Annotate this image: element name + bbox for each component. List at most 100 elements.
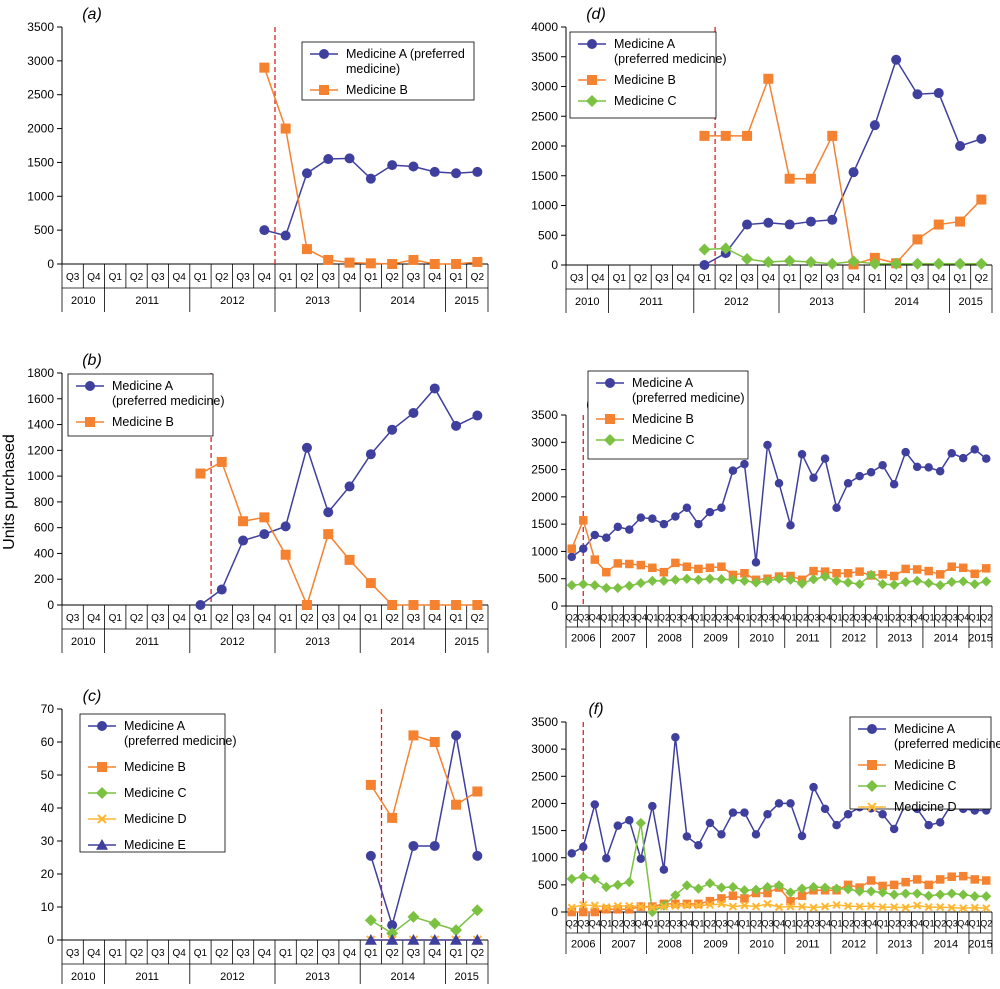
data-point xyxy=(805,216,816,227)
x-tick-label: Q1 xyxy=(279,613,293,624)
y-tick-label: 1600 xyxy=(27,392,54,406)
y-tick-label: 400 xyxy=(34,546,54,560)
y-tick-label: 2500 xyxy=(531,109,558,123)
data-point xyxy=(959,904,968,913)
x-tick-label: Q3 xyxy=(322,613,336,624)
legend-entry: (preferred medicine) xyxy=(632,391,745,405)
y-tick-label: 500 xyxy=(538,878,558,892)
x-tick-label: Q4 xyxy=(957,613,969,623)
x-tick-label: Q1 xyxy=(109,613,123,624)
data-point xyxy=(387,920,398,931)
data-point xyxy=(889,824,899,834)
data-point xyxy=(472,786,483,797)
data-point xyxy=(472,166,483,177)
legend-swatch-marker xyxy=(604,434,616,446)
x-tick-label: Q3 xyxy=(946,613,958,623)
data-point xyxy=(451,259,462,269)
data-point xyxy=(364,914,377,927)
x-tick-label: Q1 xyxy=(969,613,981,623)
data-point xyxy=(578,579,589,590)
data-point xyxy=(742,130,753,141)
series-A xyxy=(567,732,991,874)
panel-label: (c) xyxy=(83,688,102,705)
data-point xyxy=(923,890,934,901)
year-label: 2007 xyxy=(611,939,635,951)
data-point xyxy=(195,468,206,479)
x-tick-label: Q4 xyxy=(681,613,693,623)
data-point xyxy=(323,529,334,540)
data-point xyxy=(970,445,979,454)
data-point xyxy=(958,453,968,463)
series-B xyxy=(195,456,483,610)
y-tick-label: 10 xyxy=(41,900,55,914)
data-point xyxy=(740,459,749,469)
x-tick-label: Q3 xyxy=(322,272,336,283)
x-tick-label: Q2 xyxy=(634,273,648,284)
x-tick-label: Q3 xyxy=(623,919,635,929)
data-point xyxy=(429,737,440,747)
series-line xyxy=(264,157,478,237)
panel-label: (b) xyxy=(82,352,102,369)
data-point xyxy=(819,882,831,893)
series-line xyxy=(370,734,478,820)
year-label: 2010 xyxy=(71,636,95,648)
data-point xyxy=(784,219,795,230)
data-point xyxy=(741,253,754,266)
year-label: 2015 xyxy=(454,971,478,983)
data-point xyxy=(808,574,819,585)
data-point xyxy=(848,167,859,178)
data-point xyxy=(579,900,588,910)
year-label: 2014 xyxy=(391,636,415,648)
data-point xyxy=(694,899,703,909)
x-tick-label: Q4 xyxy=(172,613,186,624)
year-label: 2008 xyxy=(657,633,681,645)
x-tick-label: Q3 xyxy=(407,272,421,283)
year-label: 2010 xyxy=(71,295,95,307)
x-tick-label: Q4 xyxy=(865,613,877,623)
data-point xyxy=(970,875,979,884)
data-point xyxy=(670,574,681,585)
x-tick-label: Q1 xyxy=(868,273,882,284)
x-tick-label: Q1 xyxy=(109,948,123,959)
data-point xyxy=(323,154,334,165)
year-label: 2013 xyxy=(305,636,329,648)
data-point xyxy=(717,894,726,903)
x-tick-label: Q2 xyxy=(385,272,399,283)
data-point xyxy=(727,881,739,893)
data-point xyxy=(969,579,980,590)
y-tick-label: 1500 xyxy=(531,517,558,531)
x-tick-label: Q4 xyxy=(676,273,690,284)
x-tick-label: Q1 xyxy=(831,919,843,929)
x-tick-label: Q3 xyxy=(946,919,958,929)
y-tick-label: 30 xyxy=(41,834,55,848)
legend-entry: Medicine C xyxy=(632,433,695,447)
data-point xyxy=(740,894,749,903)
series-D xyxy=(567,899,991,913)
data-point xyxy=(601,881,612,893)
data-point xyxy=(762,881,773,893)
y-tick-label: 3500 xyxy=(27,20,54,34)
x-tick-label: Q1 xyxy=(738,613,750,623)
data-point xyxy=(924,566,933,576)
legend-swatch-marker xyxy=(96,787,108,799)
data-point xyxy=(976,133,987,144)
data-point xyxy=(763,899,772,908)
y-tick-label: 500 xyxy=(538,228,558,242)
year-label: 2013 xyxy=(305,295,329,307)
x-tick-label: Q2 xyxy=(300,948,314,959)
data-point xyxy=(976,194,987,205)
data-point xyxy=(912,575,923,586)
x-tick-label: Q4 xyxy=(428,613,442,624)
data-point xyxy=(912,89,923,100)
year-label: 2006 xyxy=(571,633,595,645)
data-point xyxy=(259,512,270,523)
legend-entry: Medicine A (preferred xyxy=(346,47,465,61)
y-tick-label: 800 xyxy=(34,495,54,509)
series-E xyxy=(364,934,484,945)
data-point xyxy=(364,934,377,945)
data-point xyxy=(947,562,956,571)
data-point xyxy=(613,905,623,914)
x-tick-label: Q4 xyxy=(681,919,693,929)
panel-label: (d) xyxy=(586,6,606,23)
